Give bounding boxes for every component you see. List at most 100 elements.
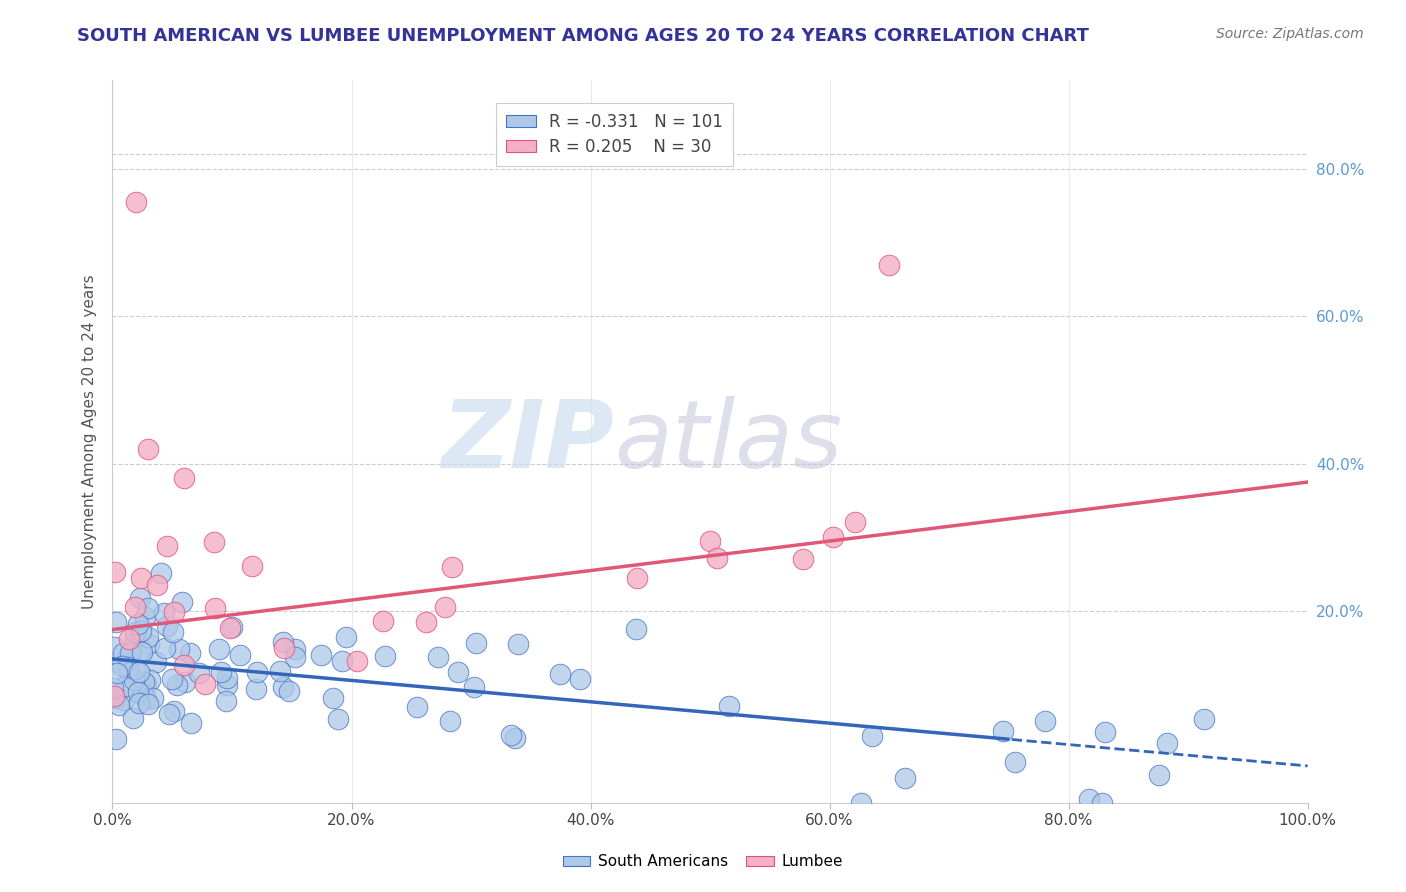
Point: [1192, 712, 1215, 726]
Point: [118, 632, 141, 646]
Point: [122, 673, 145, 687]
Point: [1156, 736, 1178, 750]
Point: [159, 707, 181, 722]
Point: [152, 606, 174, 620]
Point: [129, 645, 152, 659]
Point: [132, 675, 155, 690]
Point: [1004, 755, 1026, 769]
Point: [1077, 792, 1099, 806]
Point: [1033, 714, 1056, 729]
Point: [145, 655, 167, 669]
Point: [569, 672, 592, 686]
Y-axis label: Unemployment Among Ages 20 to 24 years: Unemployment Among Ages 20 to 24 years: [82, 274, 97, 609]
Point: [114, 679, 136, 693]
Point: [499, 728, 522, 742]
Point: [188, 665, 211, 680]
Point: [271, 635, 294, 649]
Point: [120, 646, 142, 660]
Point: [427, 649, 450, 664]
Point: [128, 696, 150, 710]
Point: [155, 640, 177, 655]
Point: [374, 649, 396, 664]
Point: [166, 678, 188, 692]
Point: [146, 578, 169, 592]
Point: [204, 601, 226, 615]
Point: [124, 631, 146, 645]
Point: [136, 601, 159, 615]
Text: atlas: atlas: [614, 396, 842, 487]
Point: [194, 676, 217, 690]
Point: [172, 595, 194, 609]
Point: [108, 698, 131, 712]
Point: [129, 591, 152, 605]
Point: [718, 698, 741, 713]
Point: [173, 657, 195, 672]
Point: [269, 664, 291, 678]
Point: [156, 539, 179, 553]
Point: [699, 534, 721, 549]
Point: [245, 681, 267, 696]
Point: [180, 716, 202, 731]
Point: [135, 677, 157, 691]
Point: [105, 615, 128, 630]
Point: [136, 697, 159, 711]
Point: [131, 645, 153, 659]
Point: [112, 646, 135, 660]
Point: [242, 559, 264, 574]
Point: [991, 723, 1014, 738]
Point: [149, 566, 172, 581]
Point: [328, 712, 350, 726]
Point: [179, 647, 201, 661]
Point: [173, 675, 195, 690]
Point: [215, 694, 238, 708]
Point: [626, 571, 648, 585]
Point: [441, 559, 464, 574]
Point: [209, 665, 232, 679]
Point: [124, 662, 146, 676]
Point: [1091, 796, 1114, 810]
Point: [218, 621, 240, 635]
Point: [277, 684, 299, 698]
Point: [118, 665, 141, 679]
Point: [134, 610, 156, 624]
Point: [433, 599, 456, 614]
Point: [371, 615, 394, 629]
Point: [124, 625, 146, 640]
Point: [309, 648, 332, 663]
Point: [131, 624, 153, 638]
Point: [105, 731, 128, 746]
Point: [346, 654, 368, 668]
Point: [229, 648, 252, 662]
Point: [221, 620, 243, 634]
Legend: South Americans, Lumbee: South Americans, Lumbee: [557, 848, 849, 875]
Point: [273, 641, 295, 656]
Point: [127, 685, 149, 699]
Point: [167, 642, 190, 657]
Point: [508, 637, 530, 651]
Point: [163, 704, 186, 718]
Point: [202, 535, 225, 549]
Point: [823, 529, 845, 543]
Point: [105, 665, 128, 680]
Point: [849, 796, 872, 810]
Point: [127, 616, 149, 631]
Point: [135, 691, 157, 706]
Point: [1147, 768, 1170, 782]
Point: [271, 680, 294, 694]
Point: [284, 649, 307, 664]
Point: [792, 552, 814, 566]
Point: [415, 615, 437, 629]
Point: [142, 690, 165, 705]
Point: [217, 671, 239, 685]
Point: [284, 642, 307, 657]
Point: [104, 566, 127, 580]
Point: [503, 731, 526, 745]
Point: [1094, 725, 1116, 739]
Point: [439, 714, 461, 728]
Text: ZIP: ZIP: [441, 395, 614, 488]
Point: [406, 700, 429, 714]
Point: [131, 687, 153, 701]
Point: [447, 665, 470, 679]
Point: [117, 651, 139, 665]
Point: [844, 515, 866, 529]
